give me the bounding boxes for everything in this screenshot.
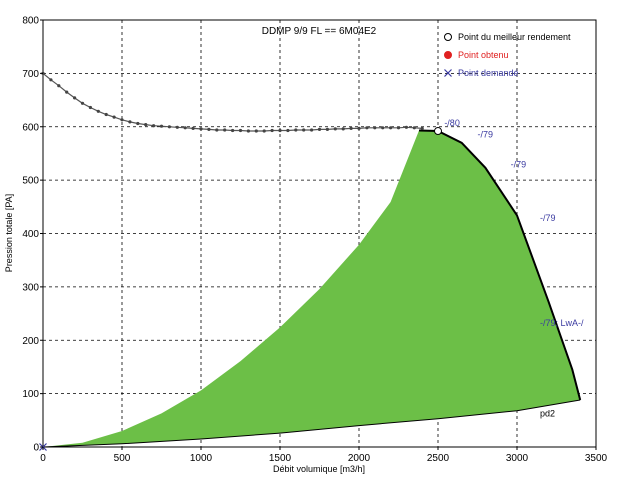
fan-curve-point [80,101,85,105]
annotation-label: -/79; LwA-/ [540,318,584,328]
annotation-label: -/79 [478,129,494,139]
y-tick-label: 600 [22,122,39,133]
pd2-line [42,399,581,448]
fan-curve-point [254,129,258,133]
legend-label: Point du meilleur rendement [458,32,571,42]
fan-curve-point [88,105,92,110]
fan-curve-point [262,129,266,133]
fan-curve-point [310,128,314,132]
x-tick-label: 3000 [506,453,529,464]
fan-curve-point [231,128,235,133]
fan-curve-point [104,112,108,117]
fan-curve-point [286,128,290,133]
fan-curve-point [341,127,345,131]
fan-curve-point [357,126,361,130]
fan-curve-point [365,126,369,130]
fan-curve-point [57,84,61,88]
x-tick-label: 3500 [585,453,608,464]
y-tick-label: 200 [22,336,39,347]
legend-marker-best-efficiency [444,33,452,41]
fan-curve-point [381,126,385,130]
fan-curve-point [152,124,156,128]
fan-curve-point [207,127,211,131]
fan-curve-point [317,127,322,131]
fan-curve-point [159,124,164,128]
fan-curve-point [191,126,195,130]
legend: Point du meilleur rendement Point obtenu P… [444,32,571,78]
x-tick-label: 0 [40,453,46,464]
fan-curve-point [215,128,219,132]
x-axis-label: Débit volumique [m3/h] [273,464,365,474]
fan-curve-point [73,96,77,100]
y-tick-label: 500 [22,176,39,187]
fan-curve [41,71,424,133]
fan-curve-point [246,129,250,133]
x-tick-label: 2500 [427,453,450,464]
annotation-label: pd2 [540,409,555,419]
fan-curve-point [167,125,171,129]
fan-curve-point [270,128,274,133]
y-tick-label: 100 [22,389,39,400]
y-tick-label: 700 [22,69,39,80]
axes: 0 500 1000 1500 2000 2500 3000 3500 0 100 200 300 40… [22,16,607,465]
fan-curve-point [175,125,179,129]
chart-title: DDMP 9/9 FL == 6M04E2 [262,26,377,37]
fan-curve-point [373,126,377,130]
y-axis-label: Pression totale [PA] [4,194,14,272]
x-tick-label: 1000 [190,453,213,464]
fan-curve-point [396,126,401,130]
fan-curve-point [112,115,116,119]
annotations: -/80 -/79 -/79 -/79 -/79; LwA-/ pd2 [444,118,584,418]
fan-curve-point [128,120,132,124]
fan-curve-point [278,128,282,133]
fan-curve-point [223,128,227,132]
fan-curve-point [412,126,416,130]
fan-curve-point [389,126,393,130]
operating-area [42,129,582,448]
annotation-label: -/79 [540,213,556,223]
legend-marker-demanded-b [444,69,452,77]
x-tick-label: 2000 [348,453,371,464]
legend-label: Point demandé [458,68,519,78]
y-tick-label: 800 [22,16,39,27]
fan-curve-point [302,128,306,132]
y-tick-label: 400 [22,229,39,240]
fan-curve-point [420,126,424,130]
fan-curve-point [199,127,203,131]
fan-curve-point [183,126,187,130]
fan-curve-point [65,90,69,94]
legend-label: Point obtenu [458,50,509,60]
fan-curve-point [325,127,329,131]
annotation-label: -/80 [444,118,460,128]
fan-curve-point [136,121,140,126]
y-tick-label: 300 [22,282,39,293]
x-tick-label: 500 [114,453,131,464]
best-efficiency-point [434,127,442,136]
fan-curve-point [404,125,408,129]
fan-curve-point [144,123,148,127]
fan-curve-point [96,109,100,113]
legend-marker-obtained [444,51,452,59]
max-speed-boundary [418,129,582,401]
fan-curve-point [49,78,53,82]
markers [39,127,442,451]
y-tick-label: 0 [33,443,39,454]
annotation-label: -/79 [511,159,527,169]
fan-curve-point [120,118,124,122]
fan-curve-point [349,126,353,130]
fan-curve-point [238,128,243,133]
fan-curve-point [294,128,298,132]
x-tick-label: 1500 [269,453,292,464]
fan-curve-point [333,127,337,131]
operating-area-fill [43,130,581,447]
